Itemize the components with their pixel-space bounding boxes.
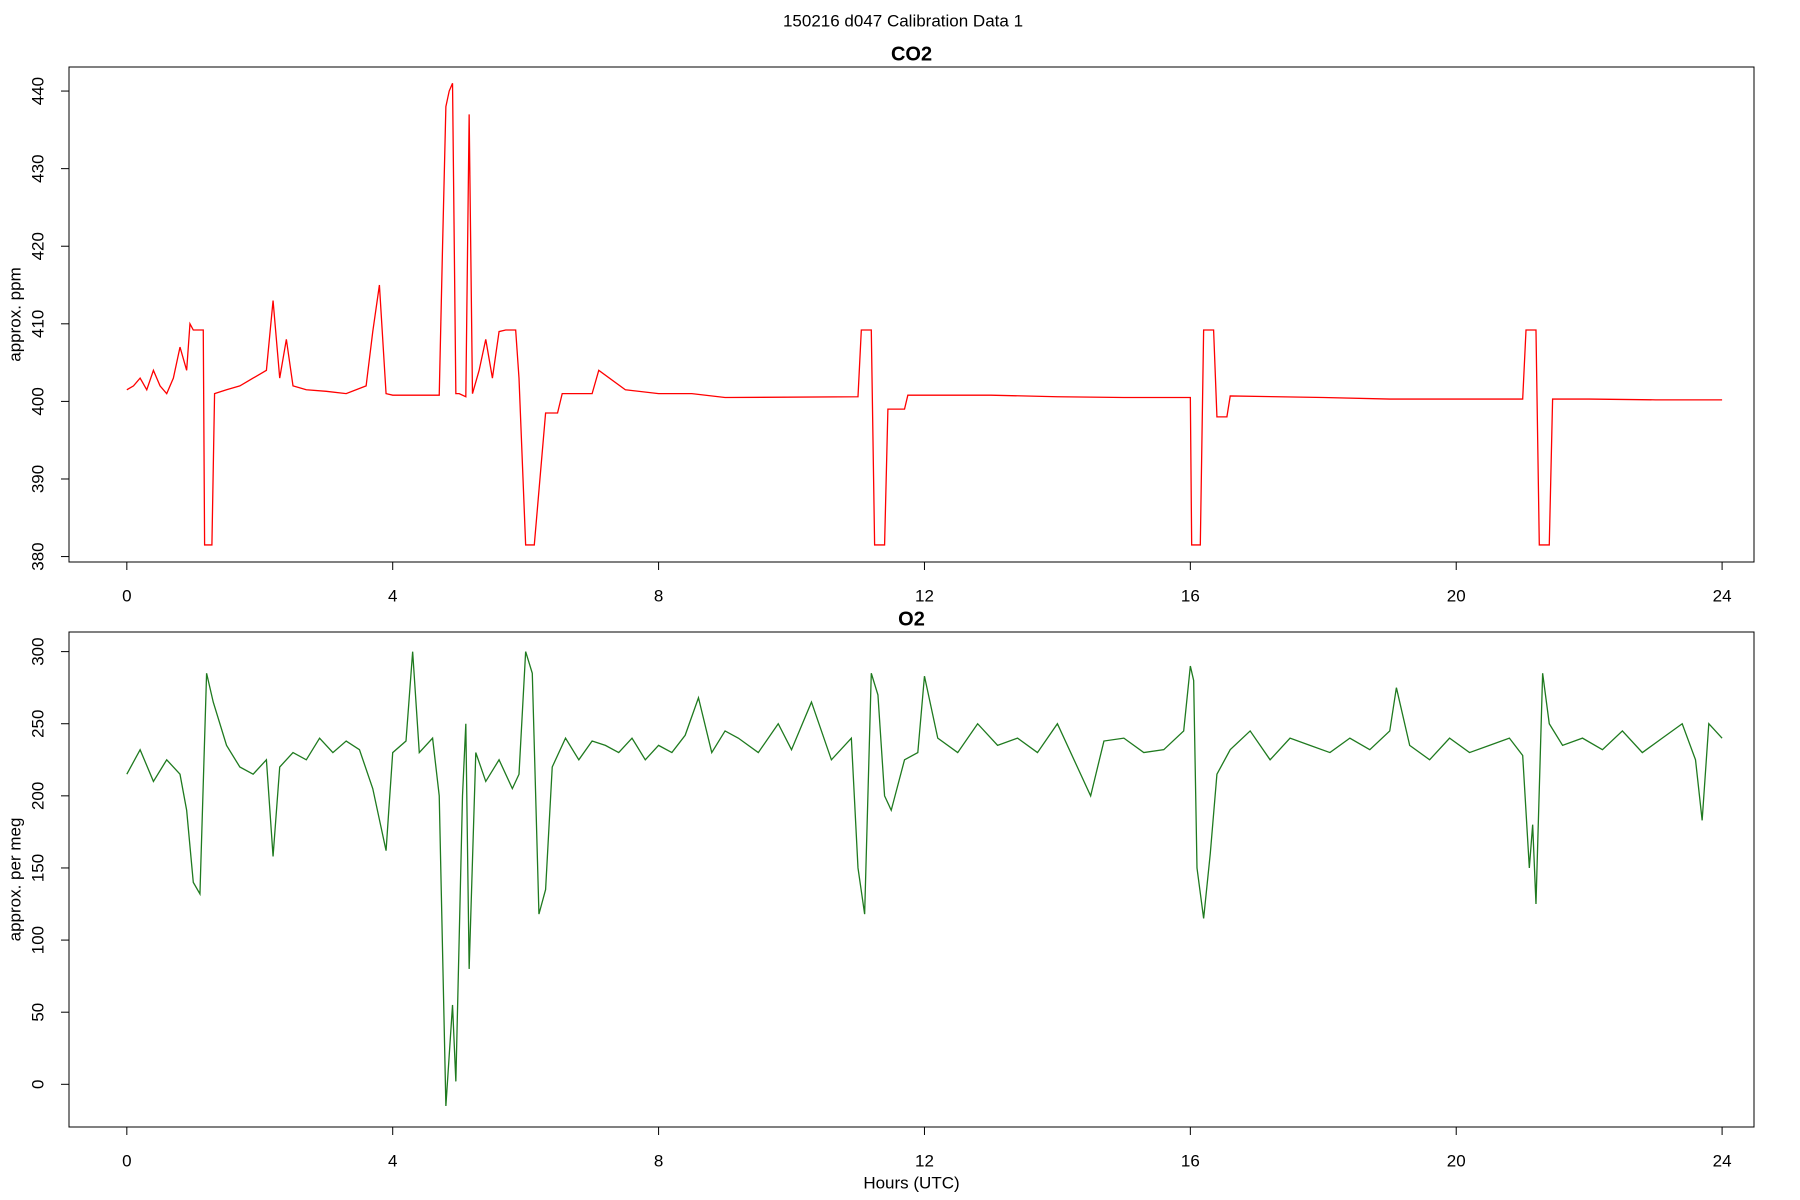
data-line bbox=[126, 651, 1723, 1106]
x-tick-label: 24 bbox=[1713, 586, 1732, 605]
y-tick-label: 250 bbox=[28, 710, 47, 738]
y-tick-label: 50 bbox=[28, 1003, 47, 1022]
x-tick-label: 8 bbox=[654, 1151, 663, 1170]
y-tick-label: 300 bbox=[28, 637, 47, 665]
x-tick-label: 0 bbox=[122, 586, 131, 605]
y-axis-label: approx. per meg bbox=[5, 818, 24, 942]
x-tick-label: 12 bbox=[915, 586, 934, 605]
y-axis-label: approx. ppm bbox=[5, 267, 24, 362]
x-axis-label: Hours (UTC) bbox=[863, 1173, 959, 1192]
x-tick-label: 4 bbox=[388, 586, 397, 605]
y-tick-label: 420 bbox=[28, 232, 47, 260]
y-tick-label: 440 bbox=[28, 77, 47, 105]
y-tick-label: 430 bbox=[28, 154, 47, 182]
y-tick-label: 400 bbox=[28, 387, 47, 415]
y-tick-label: 0 bbox=[28, 1080, 47, 1089]
x-tick-label: 16 bbox=[1181, 1151, 1200, 1170]
plot-frame bbox=[68, 631, 1755, 1128]
data-line bbox=[126, 83, 1723, 546]
plot-frame bbox=[68, 66, 1755, 563]
y-tick-label: 390 bbox=[28, 465, 47, 493]
x-tick-label: 20 bbox=[1447, 586, 1466, 605]
x-tick-label: 20 bbox=[1447, 1151, 1466, 1170]
chart-title: O2 bbox=[898, 608, 925, 630]
y-tick-label: 380 bbox=[28, 542, 47, 570]
y-tick-label: 100 bbox=[28, 926, 47, 954]
x-tick-label: 4 bbox=[388, 1151, 397, 1170]
y-tick-label: 150 bbox=[28, 854, 47, 882]
y-tick-label: 200 bbox=[28, 782, 47, 810]
chart-title: CO2 bbox=[891, 43, 932, 65]
y-tick-label: 410 bbox=[28, 310, 47, 338]
x-tick-label: 0 bbox=[122, 1151, 131, 1170]
x-tick-label: 24 bbox=[1713, 1151, 1732, 1170]
x-tick-label: 12 bbox=[915, 1151, 934, 1170]
figure-title: 150216 d047 Calibration Data 1 bbox=[783, 11, 1023, 30]
x-tick-label: 8 bbox=[654, 586, 663, 605]
x-tick-label: 16 bbox=[1181, 586, 1200, 605]
